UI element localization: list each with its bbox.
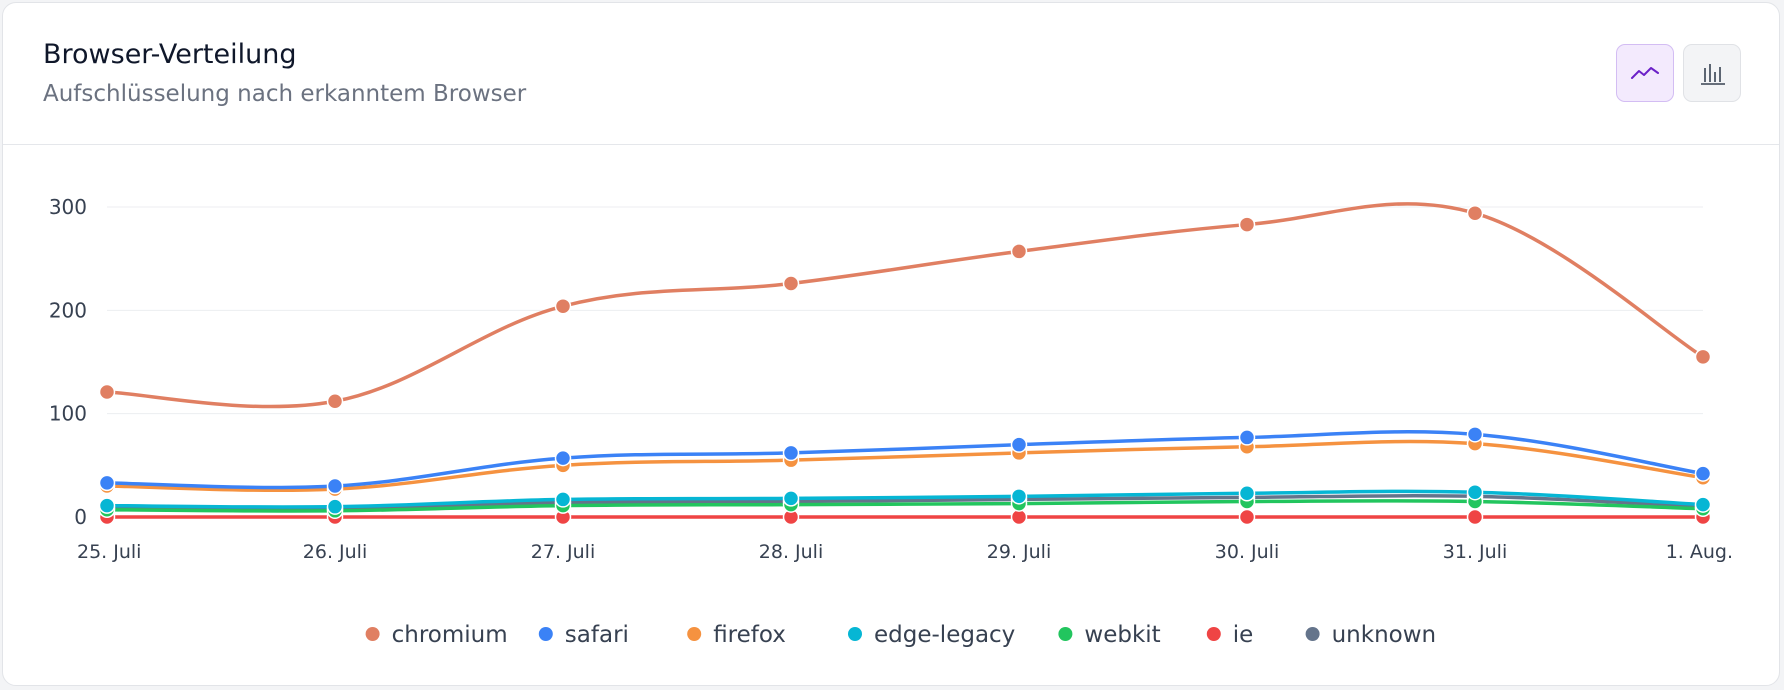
legend-dot [1305,627,1320,641]
legend-item-chromium[interactable]: chromium [365,622,508,648]
data-point-edge-legacy[interactable] [554,491,572,508]
legend-dot [687,627,702,641]
legend-item-edge-legacy[interactable]: edge-legacy [848,622,1015,648]
data-point-edge-legacy[interactable] [1238,484,1256,502]
series-line-safari [105,430,1705,490]
legend-dot [1058,627,1073,641]
data-point-safari[interactable] [1238,429,1256,446]
data-point-chromium[interactable] [1238,216,1256,233]
legend-dot [538,627,553,641]
legend-label: safari [565,622,629,648]
series-line-webkit [105,499,1705,513]
data-point-safari[interactable] [326,477,344,495]
line-chart-icon [1631,67,1659,79]
legend-label: unknown [1332,622,1437,648]
chart-area: 0 100 200 300 25. Juli 26. Juli 27. Juli 28. J… [3,145,1781,685]
y-tick-label: 200 [49,298,87,322]
series-line-edge-legacy [105,489,1705,509]
x-tick-label: 27. Juli [531,541,595,563]
x-tick-label: 25. Juli [77,541,141,563]
legend-label: edge-legacy [874,622,1015,648]
legend-label: chromium [392,622,508,648]
data-point-safari[interactable] [98,474,116,492]
legend-label: ie [1233,622,1254,648]
x-tick-label: 26. Juli [303,541,367,563]
data-point-chromium[interactable] [782,275,800,292]
data-point-edge-legacy[interactable] [1466,483,1484,501]
legend-dot [1206,627,1221,641]
x-tick-label: 28. Juli [759,541,823,563]
data-point-ie[interactable] [1238,508,1256,526]
data-point-chromium[interactable] [1466,204,1484,222]
card-header: Browser-Verteilung Aufschlüsselung nach … [3,3,1779,145]
bar-chart-icon [1701,64,1725,85]
line-chart: 0 100 200 300 25. Juli 26. Juli 27. Juli 28. J… [49,195,1733,648]
chart-title: Browser-Verteilung [43,39,297,70]
data-point-safari[interactable] [782,444,800,462]
data-point-chromium[interactable] [326,393,344,410]
data-point-ie[interactable] [1466,508,1484,526]
x-tick-label: 31. Juli [1443,541,1507,563]
data-point-edge-legacy[interactable] [1010,488,1028,505]
legend-item-firefox[interactable]: firefox [687,622,786,648]
x-tick-label: 29. Juli [987,541,1051,563]
legend-item-unknown[interactable]: unknown [1305,622,1437,648]
legend-item-ie[interactable]: ie [1206,622,1254,648]
y-tick-label: 300 [49,195,87,219]
data-point-chromium[interactable] [98,383,116,401]
data-point-chromium[interactable] [1010,243,1028,260]
data-point-safari[interactable] [1010,436,1028,453]
bar-chart-toggle-button[interactable] [1683,44,1741,102]
data-point-edge-legacy[interactable] [1694,496,1712,513]
x-tick-label: 30. Juli [1215,541,1279,563]
legend-dot [365,627,380,641]
series-line-chromium [105,202,1705,409]
data-point-safari[interactable] [554,449,572,467]
legend-label: firefox [713,622,786,648]
legend-item-safari[interactable]: safari [538,622,629,648]
legend-label: webkit [1084,622,1160,648]
legend-dot [848,627,862,641]
legend-item-webkit[interactable]: webkit [1058,622,1161,648]
data-point-chromium[interactable] [1694,348,1712,366]
data-point-edge-legacy[interactable] [782,490,800,507]
y-tick-label: 100 [49,402,87,426]
series-line-firefox [105,439,1705,493]
data-point-edge-legacy[interactable] [326,498,344,515]
data-point-safari[interactable] [1466,426,1484,443]
y-tick-label: 0 [74,505,87,529]
series-line-unknown [105,493,1705,511]
data-point-edge-legacy[interactable] [98,497,116,514]
line-chart-toggle-button[interactable] [1616,44,1674,102]
chart-subtitle: Aufschlüsselung nach erkanntem Browser [43,81,527,107]
data-point-chromium[interactable] [554,297,572,315]
x-tick-label: 1. Aug. [1666,541,1733,563]
data-point-safari[interactable] [1694,465,1712,482]
